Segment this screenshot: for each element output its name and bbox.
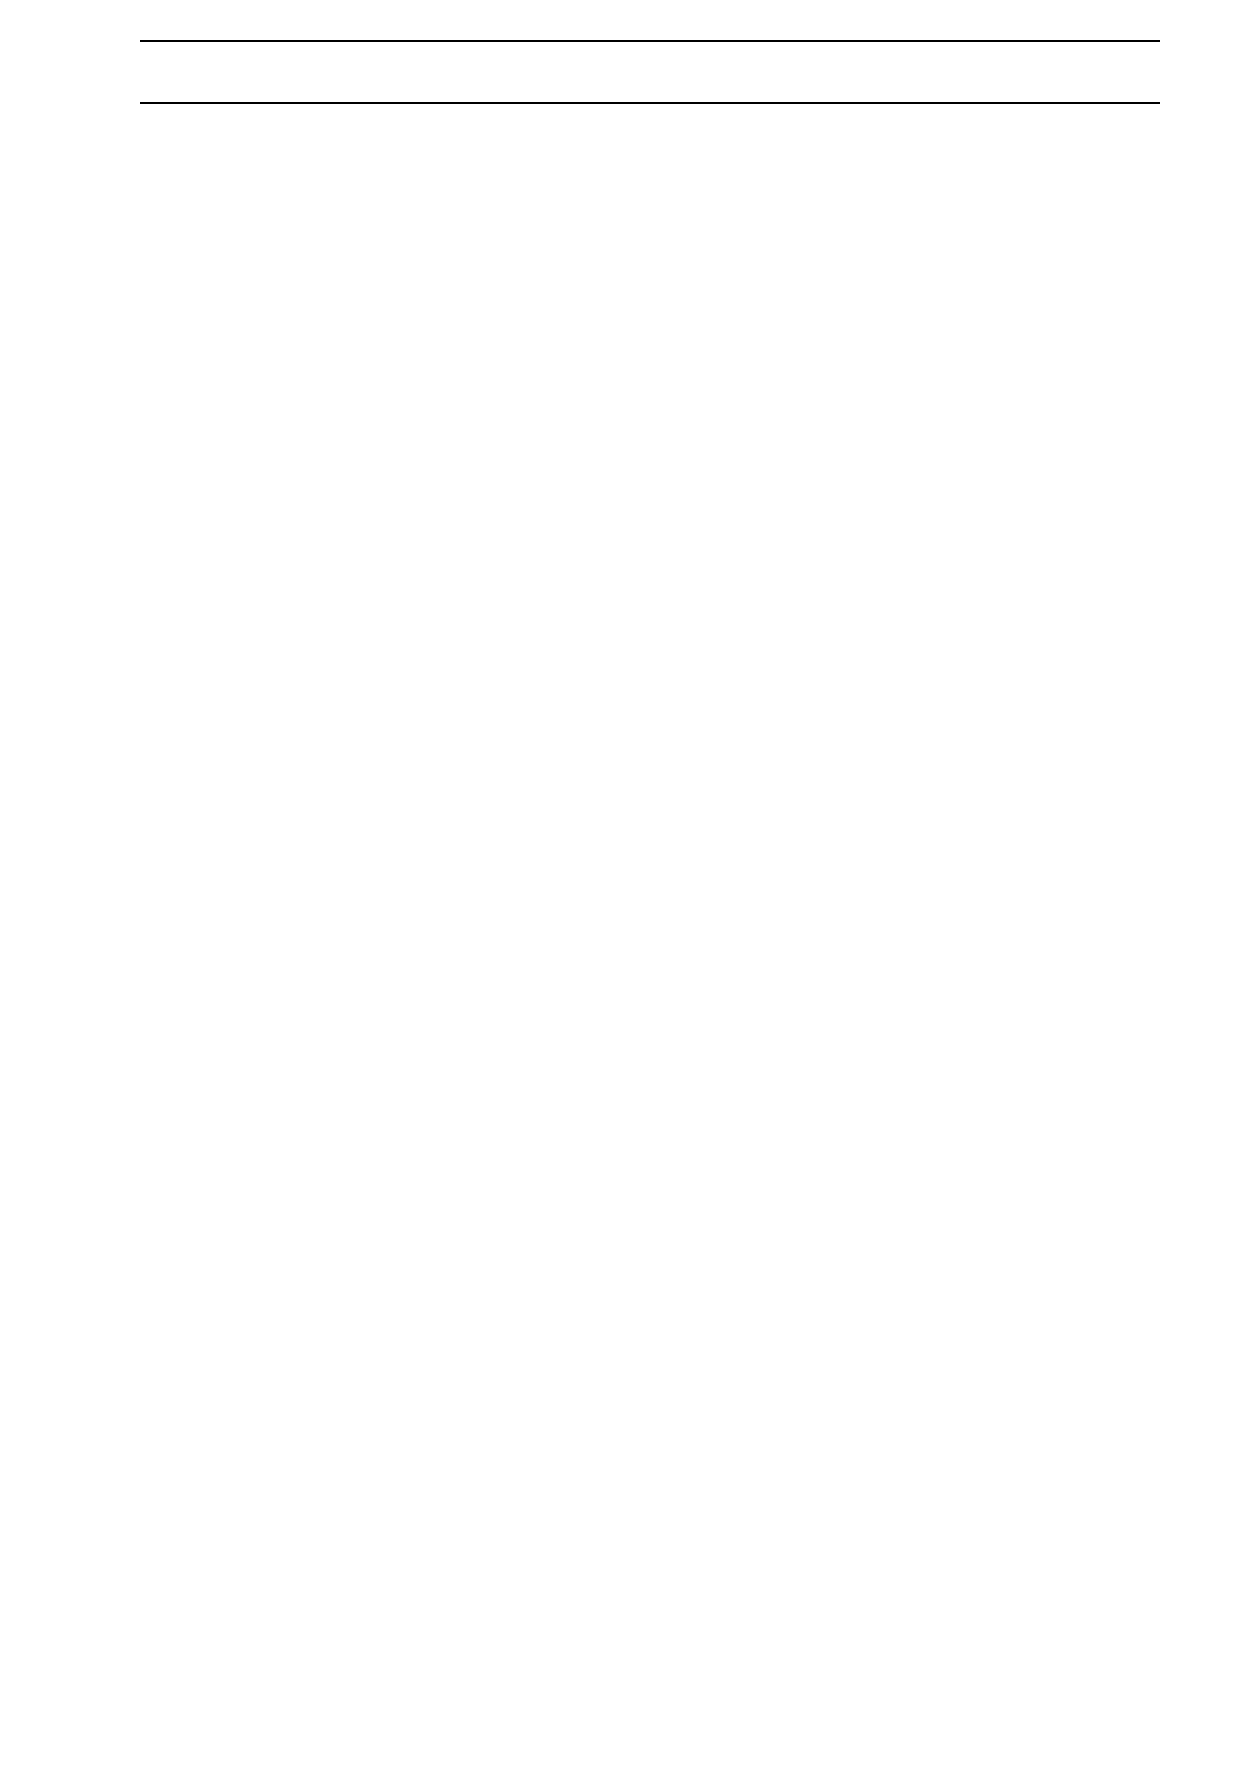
figure-5 bbox=[50, 40, 1190, 42]
figure-6 bbox=[50, 102, 1190, 104]
fig6-plot bbox=[140, 102, 1160, 104]
fig5-plot bbox=[140, 40, 1160, 42]
fig5-chart-area bbox=[140, 40, 1160, 42]
fig6-chart-area bbox=[140, 102, 1160, 104]
